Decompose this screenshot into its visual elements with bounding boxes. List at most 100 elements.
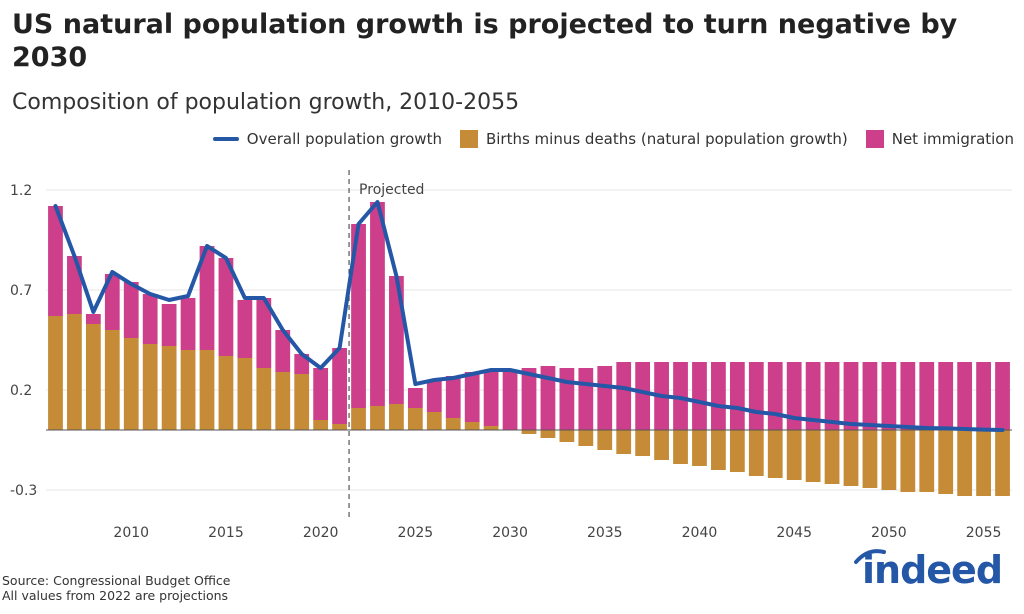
bar-births (370, 406, 385, 430)
bar-births (142, 344, 158, 430)
bar-births (976, 430, 991, 496)
x-tick-label: 2015 (208, 525, 244, 541)
bar-births (862, 430, 878, 488)
bar-immigration (957, 362, 973, 430)
legend-item-overall[interactable]: Overall population growth (212, 130, 442, 148)
footer: Source: Congressional Budget Office All … (2, 573, 231, 603)
bar-births (67, 314, 82, 430)
bar-immigration (483, 370, 499, 426)
y-tick-label: -0.3 (10, 483, 37, 499)
y-tick-label: 0.7 (10, 283, 32, 299)
bar-immigration (445, 376, 461, 418)
bar-births (786, 430, 802, 480)
x-tick-label: 2040 (682, 525, 718, 541)
bar-immigration (692, 362, 707, 430)
bar-births (332, 424, 347, 430)
x-tick-label: 2045 (776, 525, 812, 541)
bar-births (464, 422, 480, 430)
bar-births (540, 430, 556, 438)
bar-immigration (900, 362, 916, 430)
bar-immigration (407, 388, 423, 408)
bar-births (521, 430, 537, 434)
bar-births (180, 350, 196, 430)
legend-item-births[interactable]: Births minus deaths (natural population … (459, 130, 848, 148)
bar-births (407, 408, 423, 430)
legend: Overall population growth Births minus d… (195, 130, 1014, 148)
source-note: Source: Congressional Budget Office (2, 573, 231, 588)
bar-immigration (578, 368, 594, 430)
bar-births (805, 430, 821, 482)
bar-immigration (464, 372, 480, 422)
bar-births (48, 316, 63, 430)
bar-births (104, 330, 120, 430)
x-tick-label: 2050 (871, 525, 907, 541)
bar-births (824, 430, 840, 484)
bar-immigration (351, 224, 366, 408)
bar-births (218, 356, 234, 430)
bar-births (313, 420, 329, 430)
bar-births (767, 430, 783, 478)
indeed-logo: indeed (862, 548, 1003, 592)
chart-subtitle: Composition of population growth, 2010-2… (12, 90, 520, 115)
bar-births (692, 430, 707, 466)
bar-immigration (748, 362, 764, 430)
bar-immigration (635, 362, 651, 430)
bar-immigration (275, 330, 291, 372)
x-tick-label: 2055 (966, 525, 1002, 541)
bar-immigration (881, 362, 897, 430)
bar-immigration (161, 304, 177, 346)
bar-births (995, 430, 1010, 496)
bar-immigration (786, 362, 802, 430)
bar-births (85, 324, 101, 430)
bar-immigration (104, 274, 120, 330)
x-tick-label: 2020 (303, 525, 339, 541)
bar-immigration (843, 362, 859, 430)
bar-births (275, 372, 291, 430)
bar-births (294, 374, 310, 430)
bar-immigration (824, 362, 840, 430)
bar-immigration (218, 258, 234, 356)
bar-immigration (142, 294, 158, 344)
bar-immigration (180, 298, 196, 350)
bar-immigration (502, 370, 518, 430)
bar-immigration (521, 368, 537, 430)
bar-immigration (862, 362, 878, 430)
bar-immigration (85, 314, 101, 324)
bar-immigration (919, 362, 935, 430)
bar-immigration (729, 362, 745, 430)
bar-immigration (256, 298, 272, 368)
bar-births (559, 430, 575, 442)
bar-immigration (938, 362, 954, 430)
legend-label-immigration: Net immigration (891, 130, 1014, 148)
bar-immigration (313, 368, 329, 420)
legend-label-births: Births minus deaths (natural population … (485, 130, 848, 148)
overall-growth-line (53, 200, 1005, 432)
chart-plot: 1.2 0.7 0.2 -0.3 Projected 2010 2015 2020 2025 20… (10, 170, 1012, 541)
bar-immigration (711, 362, 726, 430)
bar-immigration (237, 300, 253, 358)
legend-item-immigration[interactable]: Net immigration (865, 130, 1014, 148)
projected-label: Projected (359, 182, 424, 198)
chart-title: US natural population growth is projecte… (12, 9, 958, 73)
bar-births (900, 430, 916, 492)
bar-births (161, 346, 177, 430)
legend-label-overall: Overall population growth (246, 130, 442, 148)
indeed-logo-arc-icon (854, 549, 886, 564)
bar-immigration (995, 362, 1010, 430)
projection-note: All values from 2022 are projections (2, 588, 229, 603)
x-tick-label: 2010 (113, 525, 149, 541)
bar-births (597, 430, 613, 450)
bar-births (237, 358, 253, 430)
bar-immigration (370, 202, 385, 406)
bar-births (635, 430, 651, 456)
legend-swatch-births (459, 130, 478, 148)
x-tick-label: 2025 (398, 525, 434, 541)
bar-births (843, 430, 859, 486)
legend-swatch-immigration (865, 130, 884, 148)
bar-births (881, 430, 897, 490)
bar-births (673, 430, 688, 464)
bar-births (654, 430, 669, 460)
bar-births (123, 338, 139, 430)
bar-births (199, 350, 215, 430)
bar-immigration (976, 362, 991, 430)
